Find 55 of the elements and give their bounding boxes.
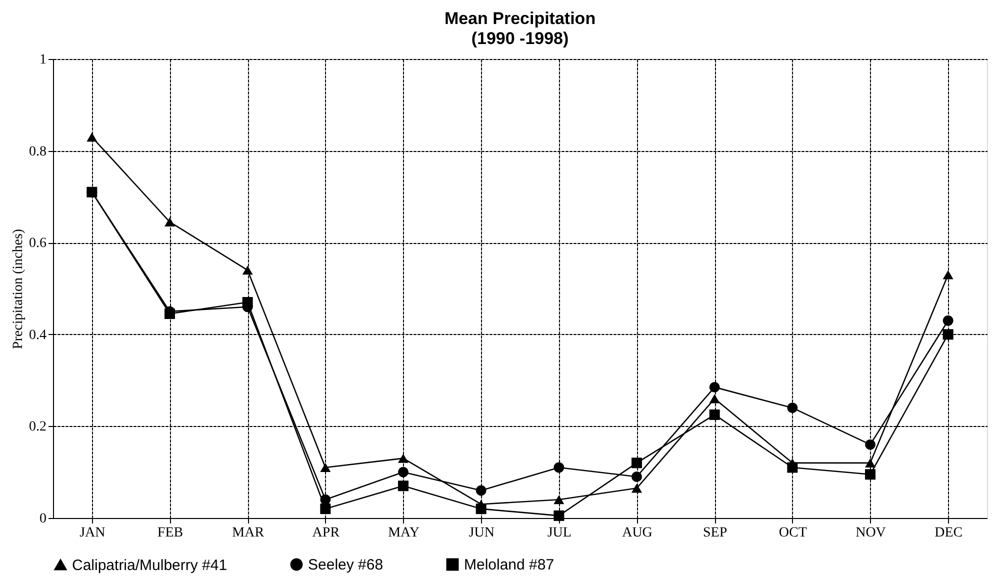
legend-label: Seeley #68: [308, 556, 384, 574]
point: [320, 504, 331, 514]
point: [865, 469, 876, 480]
point: [865, 439, 876, 450]
point: [787, 462, 798, 473]
point: [632, 458, 642, 468]
point: [942, 329, 954, 340]
y-tick-label: 0.8: [29, 144, 46, 160]
point: [709, 394, 720, 404]
y-tick-label: 0.4: [29, 328, 46, 343]
point: [554, 462, 564, 473]
chart-title: Mean Precipitation: [444, 9, 596, 28]
point: [242, 297, 253, 308]
point: [554, 495, 564, 504]
y-tick-label: 1: [40, 52, 46, 68]
x-tick-label: MAY: [388, 526, 420, 540]
point: [320, 494, 331, 505]
point: [476, 504, 486, 514]
point: [942, 315, 954, 326]
point: [86, 186, 98, 198]
point: [164, 217, 175, 226]
x-tick-label: MAR: [232, 526, 265, 540]
x-tick-label: FEB: [157, 526, 184, 540]
x-tick-label: DEC: [934, 526, 963, 540]
y-tick-label: 0.6: [29, 236, 46, 252]
point: [476, 485, 486, 496]
legend-label: Calipatria/Mulberry #41: [72, 556, 228, 574]
x-tick-label: AUG: [622, 526, 652, 540]
x-tick-label: JAN: [80, 526, 106, 540]
y-tick-label: 0.2: [29, 420, 46, 435]
legend-label: Meloland #87: [464, 556, 554, 574]
chart-subtitle: (1990 -1998): [471, 29, 569, 48]
point: [787, 402, 798, 414]
x-tick-label: JUL: [547, 526, 572, 540]
point: [709, 409, 720, 420]
x-tick-label: OCT: [778, 526, 808, 540]
x-tick-label: APR: [312, 526, 340, 540]
x-tick-label: NOV: [856, 526, 886, 540]
point: [242, 266, 253, 275]
point: [632, 484, 642, 493]
point: [942, 270, 954, 280]
point: [865, 458, 876, 468]
point: [632, 471, 642, 482]
x-tick-label: JUN: [468, 526, 494, 540]
y-axis-title: Precipitation (inches): [11, 228, 26, 350]
point: [398, 454, 408, 463]
point: [320, 462, 331, 472]
point: [398, 480, 408, 492]
y-tick-label: 0: [40, 512, 46, 526]
point: [709, 382, 720, 392]
point: [164, 308, 175, 319]
x-tick-label: SEP: [703, 526, 728, 540]
point: [554, 510, 564, 521]
point: [86, 132, 98, 142]
point: [398, 466, 408, 478]
